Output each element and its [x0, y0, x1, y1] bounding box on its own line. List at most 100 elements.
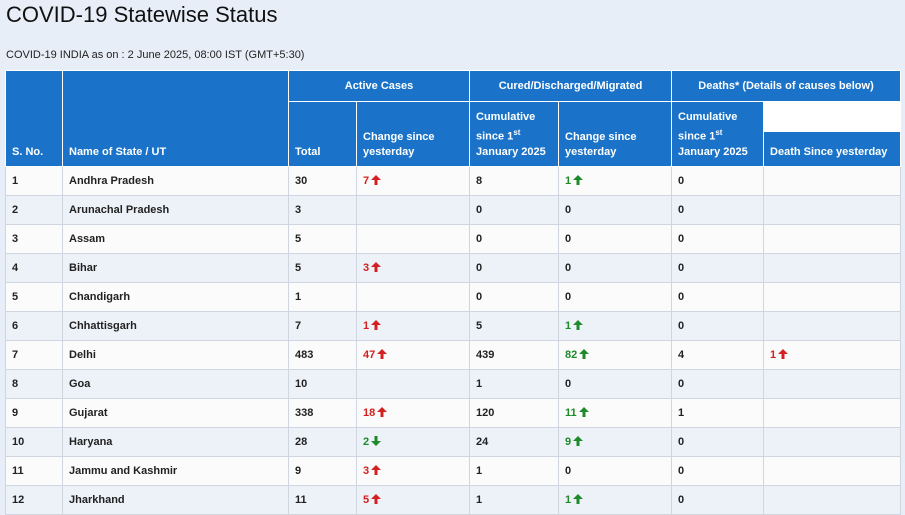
header-active-total: Total: [288, 101, 357, 167]
cell-active-change: 5: [356, 485, 470, 515]
cell-sno: 9: [5, 398, 63, 428]
change-value: 0: [565, 465, 572, 477]
cell-deaths-cumulative: 0: [671, 253, 765, 283]
table-row: 11 Jammu and Kashmir 9 3 1 0 0: [5, 456, 902, 486]
cell-active-total: 5: [288, 224, 357, 254]
cell-cured-change: 9: [557, 427, 673, 457]
cell-cured-change: 1: [557, 166, 673, 196]
cell-state: Haryana: [62, 427, 289, 457]
header-group-active: Active Cases: [288, 70, 470, 102]
cell-deaths-cumulative: 0: [671, 195, 765, 225]
cell-deaths-cumulative: 1: [671, 398, 765, 428]
header-cured-cumulative: Cumulative since 1st January 2025: [469, 101, 559, 167]
header-sno: S. No.: [5, 70, 63, 167]
cell-active-change: 1: [356, 311, 470, 341]
arrow-up-icon: [573, 175, 584, 185]
arrow-up-icon: [778, 349, 789, 359]
cell-cured-cumulative: 1: [469, 369, 559, 399]
cell-deaths-since-yesterday: [763, 485, 902, 515]
arrow-up-icon: [371, 320, 382, 330]
cell-deaths-since-yesterday: [763, 166, 902, 196]
cell-deaths-since-yesterday: [763, 398, 902, 428]
arrow-up-icon: [579, 349, 590, 359]
header-group-deaths: Deaths* (Details of causes below): [671, 70, 902, 102]
cell-deaths-cumulative: 0: [671, 456, 765, 486]
cell-sno: 3: [5, 224, 63, 254]
cell-cured-cumulative: 1: [469, 456, 559, 486]
cell-cured-cumulative: 0: [469, 224, 559, 254]
cell-cured-cumulative: 120: [469, 398, 559, 428]
cell-active-change: 7: [356, 166, 470, 196]
change-value: 1: [565, 175, 572, 187]
table-body: 1 Andhra Pradesh 30 7 8 1 0 2 Arunachal Pradesh 3…: [5, 166, 902, 515]
cell-cured-cumulative: 439: [469, 340, 559, 370]
change-value: 0: [565, 378, 572, 390]
arrow-up-icon: [371, 175, 382, 185]
table-row: 4 Bihar 5 3 0 0 0: [5, 253, 902, 283]
cell-active-total: 9: [288, 456, 357, 486]
cell-deaths-cumulative: 4: [671, 340, 765, 370]
change-value: 1: [363, 320, 370, 332]
change-value: 1: [565, 320, 572, 332]
as-of-timestamp: COVID-19 INDIA as on : 2 June 2025, 08:0…: [6, 49, 305, 61]
cell-cured-cumulative: 0: [469, 195, 559, 225]
cell-active-total: 338: [288, 398, 357, 428]
cell-active-total: 10: [288, 369, 357, 399]
cell-deaths-since-yesterday: [763, 456, 902, 486]
cell-state: Delhi: [62, 340, 289, 370]
table-row: 9 Gujarat 338 18 120 11 1: [5, 398, 902, 428]
table-row: 3 Assam 5 0 0 0: [5, 224, 902, 254]
cell-cured-change: 0: [557, 369, 673, 399]
change-value: 0: [565, 262, 572, 274]
change-value: 82: [565, 349, 578, 361]
table-row: 6 Chhattisgarh 7 1 5 1 0: [5, 311, 902, 341]
cell-cured-cumulative: 24: [469, 427, 559, 457]
arrow-up-icon: [573, 494, 584, 504]
cell-deaths-cumulative: 0: [671, 369, 765, 399]
arrow-up-icon: [371, 262, 382, 272]
cell-active-total: 7: [288, 311, 357, 341]
cell-cured-change: 82: [557, 340, 673, 370]
header-group-cured: Cured/Discharged/Migrated: [468, 70, 673, 102]
cell-cured-cumulative: 1: [469, 485, 559, 515]
change-value: 5: [363, 494, 370, 506]
cell-deaths-cumulative: 0: [671, 485, 765, 515]
change-value: 2: [363, 436, 370, 448]
statewise-status-table: S. No. Name of State / UT Active Cases C…: [5, 70, 902, 515]
cell-deaths-cumulative: 0: [671, 427, 765, 457]
cell-active-change: 3: [356, 253, 470, 283]
arrow-up-icon: [371, 465, 382, 475]
cell-state: Chandigarh: [62, 282, 289, 312]
cell-cured-change: 11: [557, 398, 673, 428]
cell-active-change: [356, 369, 470, 399]
arrow-up-icon: [573, 320, 584, 330]
cell-state: Arunachal Pradesh: [62, 195, 289, 225]
cell-cured-change: 1: [557, 311, 673, 341]
cell-sno: 2: [5, 195, 63, 225]
cell-active-change: [356, 195, 470, 225]
change-value: 3: [363, 465, 370, 477]
cell-deaths-since-yesterday: [763, 195, 902, 225]
arrow-up-icon: [371, 494, 382, 504]
table-row: 2 Arunachal Pradesh 3 0 0 0: [5, 195, 902, 225]
change-value: 18: [363, 407, 376, 419]
change-value: 9: [565, 436, 572, 448]
cell-state: Assam: [62, 224, 289, 254]
cell-active-total: 483: [288, 340, 357, 370]
cell-sno: 10: [5, 427, 63, 457]
header-state: Name of State / UT: [62, 70, 289, 167]
change-value: 0: [565, 204, 572, 216]
cell-cured-cumulative: 0: [469, 253, 559, 283]
cell-sno: 1: [5, 166, 63, 196]
change-value: 1: [770, 349, 777, 361]
table-row: 7 Delhi 483 47 439 82 4 1: [5, 340, 902, 370]
arrow-up-icon: [377, 407, 388, 417]
change-value: 3: [363, 262, 370, 274]
cell-sno: 5: [5, 282, 63, 312]
cell-active-total: 28: [288, 427, 357, 457]
cell-sno: 4: [5, 253, 63, 283]
table-row: 1 Andhra Pradesh 30 7 8 1 0: [5, 166, 902, 196]
cell-deaths-cumulative: 0: [671, 166, 765, 196]
change-value: 0: [565, 233, 572, 245]
change-value: 47: [363, 349, 376, 361]
